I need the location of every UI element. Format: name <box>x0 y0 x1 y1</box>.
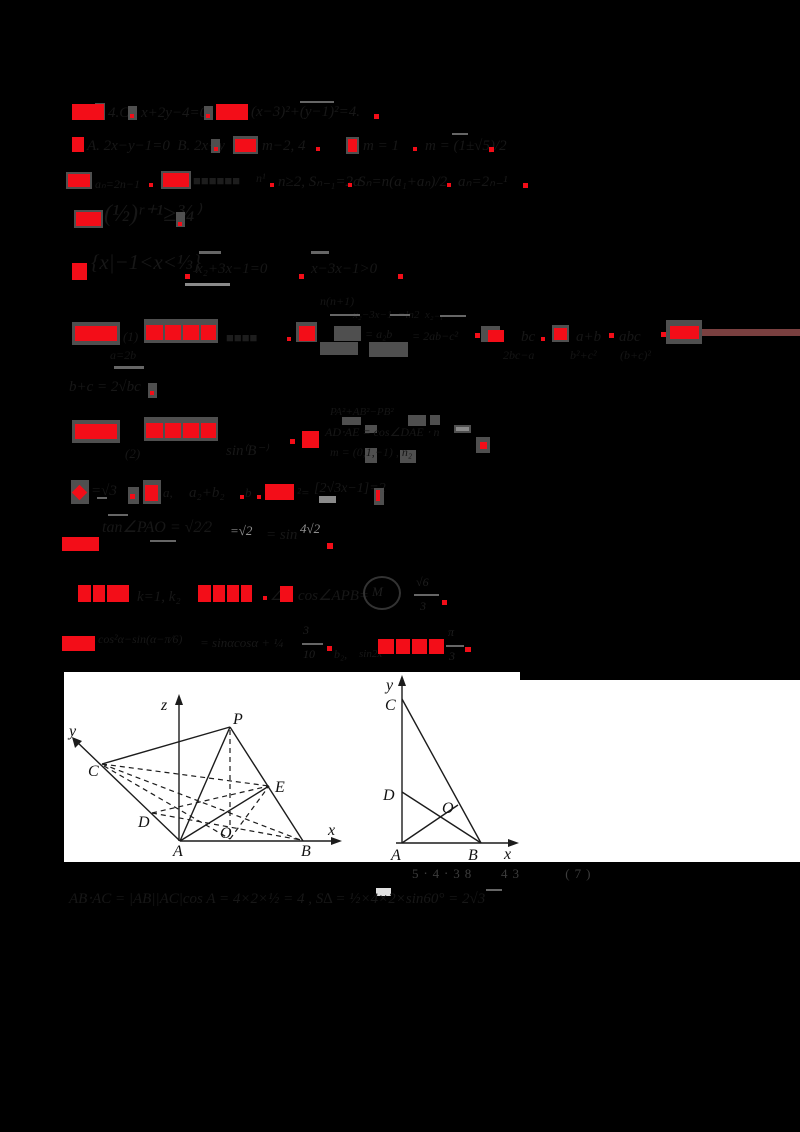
svg-text:A: A <box>390 847 401 863</box>
svg-text:E: E <box>274 779 285 796</box>
svg-text:C: C <box>385 697 396 714</box>
svg-text:D: D <box>137 814 150 831</box>
svg-text:B: B <box>468 847 478 863</box>
svg-text:D: D <box>382 787 395 804</box>
svg-text:z: z <box>160 697 168 714</box>
svg-text:x: x <box>503 846 511 863</box>
svg-text:x: x <box>327 822 335 839</box>
svg-text:O: O <box>442 800 454 817</box>
svg-text:P: P <box>232 711 243 728</box>
svg-text:y: y <box>384 677 394 694</box>
svg-text:B: B <box>301 843 311 860</box>
svg-text:O: O <box>220 825 232 842</box>
svg-text:C: C <box>88 763 99 780</box>
svg-text:y: y <box>67 723 77 740</box>
svg-text:A: A <box>172 843 183 860</box>
